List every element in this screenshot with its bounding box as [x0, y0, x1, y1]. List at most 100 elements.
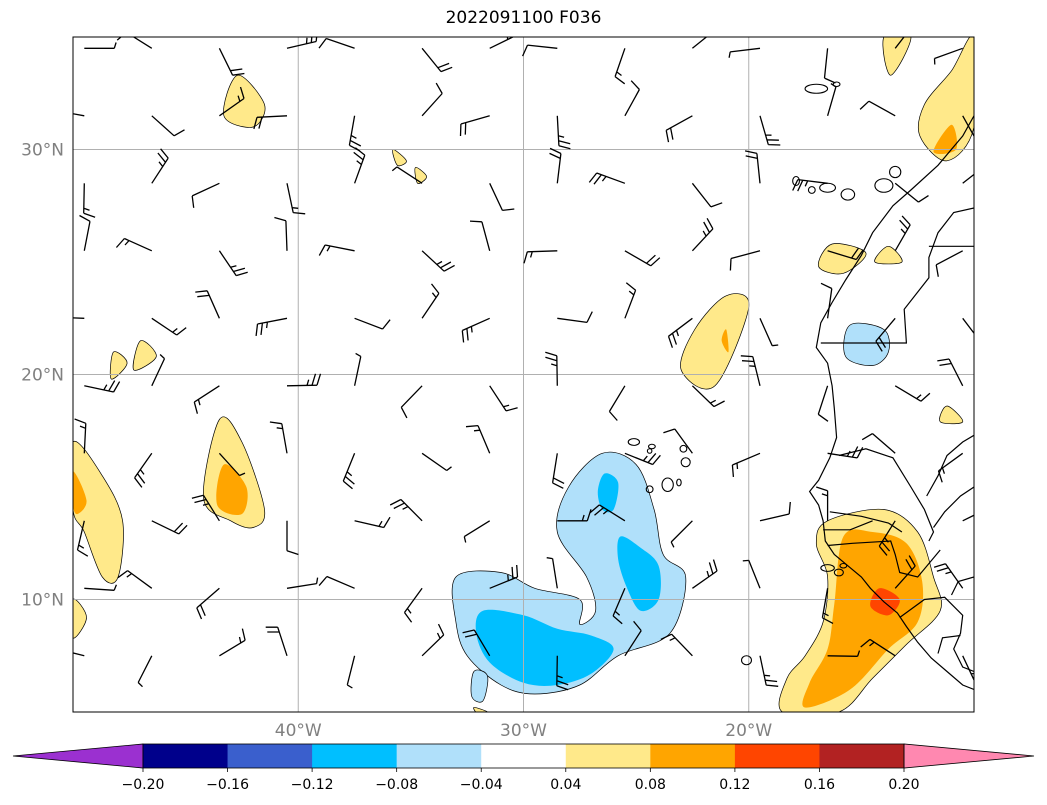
colorbar-tick-label: 0.16	[804, 777, 835, 793]
island-outline	[807, 186, 816, 194]
island-outline	[819, 182, 837, 193]
contour-region	[392, 149, 407, 167]
longitude-label: 20°W	[725, 721, 772, 741]
wind-barb	[878, 520, 896, 556]
colorbar-extend-high	[903, 743, 1035, 769]
colorbar-tick-label: −0.12	[291, 777, 334, 793]
island-outline	[888, 165, 902, 179]
wind-barb	[827, 650, 861, 657]
wind-barb	[691, 217, 714, 252]
wind-barb	[962, 115, 974, 138]
wind-barb	[614, 48, 626, 85]
contour-region	[882, 37, 912, 76]
wind-barb	[196, 587, 220, 620]
wind-barb	[79, 214, 91, 251]
coastline-layer	[627, 81, 974, 691]
island-outline	[874, 178, 894, 193]
latitude-label: 20°N	[21, 366, 64, 386]
contour-region	[132, 340, 157, 371]
wind-barb	[523, 250, 558, 264]
wind-barb	[962, 173, 974, 184]
wind-barb	[962, 514, 974, 522]
wind-barb	[191, 494, 220, 522]
wind-barb	[827, 247, 864, 261]
coastline	[838, 448, 935, 542]
wind-barb	[935, 250, 964, 277]
wind-barb	[219, 628, 246, 657]
wind-barb	[612, 588, 626, 625]
wind-barb	[218, 250, 248, 277]
wind-barb	[556, 115, 571, 150]
wind-barb	[265, 626, 288, 657]
colorbar: −0.20 −0.16 −0.12 −0.08 −0.04 0.04 0.08 0.12 0.1…	[12, 743, 1035, 793]
wind-barb	[286, 577, 319, 589]
wind-barb	[421, 452, 452, 472]
wind-barb	[667, 317, 693, 348]
wind-barb	[84, 380, 121, 393]
contour-region	[917, 37, 974, 162]
wind-barb	[937, 452, 964, 483]
wind-barb	[83, 183, 96, 218]
wind-barb	[759, 501, 791, 522]
wind-barb	[195, 290, 220, 319]
island-outline	[676, 478, 682, 487]
contour-region	[73, 471, 87, 515]
colorbar-extend-low	[12, 743, 144, 769]
wind-barb	[286, 373, 322, 387]
wind-barb	[820, 282, 833, 319]
wind-barb	[151, 148, 169, 184]
wind-barb	[821, 588, 834, 624]
wind-barb	[815, 486, 829, 521]
island-outline	[740, 655, 753, 666]
wind-barb	[660, 633, 693, 657]
wind-barb	[933, 563, 964, 589]
wind-barb	[759, 115, 781, 146]
wind-barb	[469, 220, 491, 251]
wind-barb	[817, 385, 829, 422]
wind-barb	[665, 115, 693, 143]
wind-barb	[826, 83, 837, 116]
coastline	[827, 540, 941, 578]
wind-barb	[557, 509, 592, 522]
wind-barb	[219, 86, 245, 117]
wind-barb	[218, 452, 246, 477]
wind-barb	[624, 452, 661, 466]
wind-barb	[421, 283, 440, 319]
wind-barb	[73, 113, 85, 117]
wind-barb	[218, 48, 245, 76]
map-frame	[72, 36, 975, 713]
wind-barb	[286, 520, 299, 556]
wind-barb	[744, 150, 761, 184]
contour-region	[473, 707, 488, 712]
wind-barb	[731, 452, 761, 477]
wind-barb-layer	[73, 37, 974, 691]
colorbar-segment	[650, 744, 736, 768]
coastline	[829, 511, 903, 533]
longitude-labels: 40°W 30°W 20°W	[275, 721, 773, 741]
island-outline	[840, 188, 856, 201]
island-outline	[839, 562, 848, 569]
wind-barb	[74, 418, 87, 454]
wind-barb	[269, 421, 288, 454]
contour-region	[617, 536, 661, 612]
colorbar-segment	[143, 744, 229, 768]
wind-barb	[403, 587, 423, 623]
coastline	[950, 576, 974, 596]
wind-barb	[589, 504, 626, 522]
wind-barb	[462, 629, 491, 657]
wind-barb	[624, 250, 661, 267]
wind-barb	[286, 183, 306, 215]
colorbar-segment	[734, 744, 820, 768]
wind-barb	[353, 147, 366, 184]
wind-barb	[421, 47, 453, 73]
wind-barb	[551, 453, 565, 489]
wind-barb	[608, 385, 626, 421]
wind-barb	[342, 453, 356, 490]
colorbar-segment	[227, 744, 313, 768]
latitude-labels: 30°N 20°N 10°N	[21, 141, 64, 611]
colorbar-tick-label: −0.08	[375, 777, 418, 793]
wind-barb	[318, 37, 355, 49]
wind-barb	[421, 82, 443, 117]
colorbar-tick-label: 0.08	[635, 777, 666, 793]
wind-barb	[461, 317, 490, 343]
